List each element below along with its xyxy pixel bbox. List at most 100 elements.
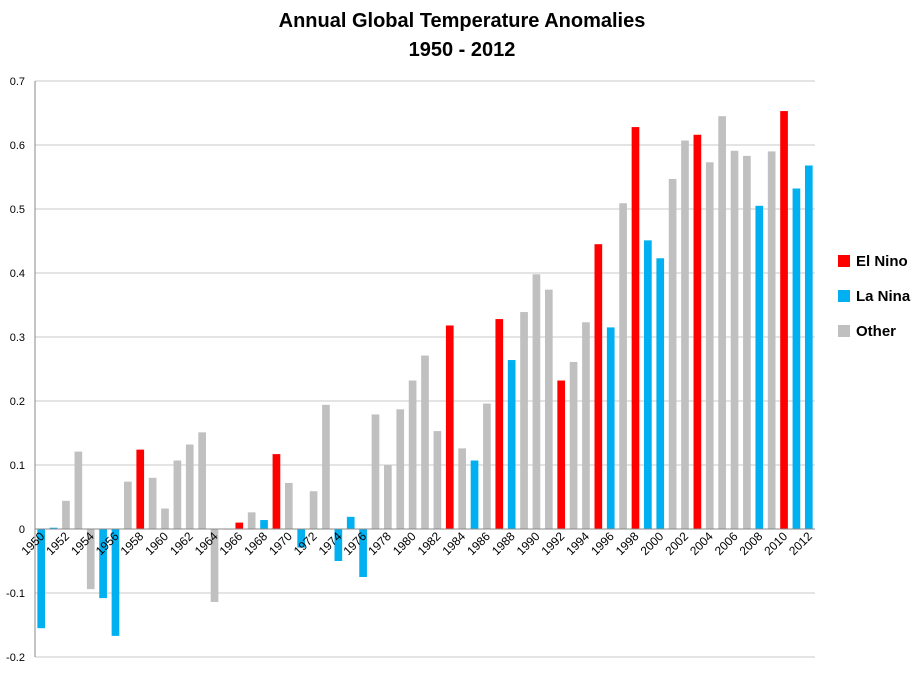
legend: El Nino La Nina Other: [838, 253, 911, 340]
bar-1952: [62, 500, 70, 529]
x-tick-label: 2012: [786, 529, 815, 558]
bar-1961: [173, 460, 182, 529]
bar-2009: [767, 151, 776, 529]
bar-1987: [495, 319, 504, 529]
bar-1950: [37, 529, 46, 629]
bar-2000: [656, 258, 665, 529]
bar-2004: [705, 162, 714, 529]
legend-label-other: Other: [856, 323, 896, 340]
bar-1994: [582, 322, 590, 529]
x-tick-label: 2000: [638, 529, 667, 558]
chart-title: Annual Global Temperature Anomalies: [279, 10, 646, 32]
x-tick-label: 1998: [613, 529, 642, 558]
x-tick-label: 1994: [563, 529, 592, 558]
bar-1981: [421, 355, 429, 529]
x-tick-label: 1984: [439, 529, 468, 558]
chart-subtitle: 1950 - 2012: [409, 39, 516, 61]
bar-1989: [520, 312, 528, 529]
bar-1976: [359, 529, 367, 577]
bar-1966: [235, 522, 244, 529]
x-tick-label: 2004: [687, 529, 716, 558]
x-tick-label: 1968: [241, 529, 270, 558]
x-tick-label: 1986: [464, 529, 493, 558]
bar-1992: [557, 380, 566, 529]
y-axis-tick-labels: -0.2 -0.1 0 0.1 0.2 0.3 0.4 0.5 0.6 0.7: [6, 76, 25, 664]
y-tick-label: 0.1: [10, 460, 25, 472]
bar-1972: [309, 491, 318, 529]
bar-1975: [346, 516, 355, 529]
bar-1990: [532, 274, 541, 529]
bar-1951: [49, 527, 58, 529]
legend-swatch-lanina: [838, 290, 850, 302]
x-tick-label: 1970: [266, 529, 295, 558]
bar-1955: [99, 529, 107, 599]
bar-2012: [804, 165, 813, 530]
bar-1971: [297, 529, 306, 548]
x-tick-label: 1962: [167, 529, 196, 558]
bar-1959: [148, 477, 157, 529]
bar-2007: [743, 155, 751, 529]
bar-2008: [755, 205, 764, 530]
bar-2003: [693, 134, 702, 529]
bar-1963: [198, 432, 206, 529]
bar-1983: [445, 325, 454, 529]
bar-1974: [334, 529, 343, 561]
y-tick-label: 0.7: [10, 76, 25, 88]
bar-1969: [272, 454, 281, 529]
y-tick-label: 0.6: [10, 140, 25, 152]
x-tick-label: 2008: [737, 529, 766, 558]
y-tick-label: 0.2: [10, 396, 25, 408]
bar-1977: [371, 414, 380, 529]
x-tick-label: 1992: [539, 529, 568, 558]
bar-1953: [74, 451, 83, 529]
bar-1956: [111, 529, 120, 636]
bar-1954: [86, 529, 95, 590]
bar-2010: [780, 111, 788, 529]
y-tick-label: 0.3: [10, 332, 25, 344]
y-tick-label: -0.1: [6, 588, 25, 600]
bar-1960: [161, 508, 169, 529]
bar-1999: [644, 240, 652, 530]
x-tick-label: 1952: [43, 529, 72, 558]
bar-1964: [210, 529, 219, 602]
x-tick-label: 1990: [514, 529, 543, 558]
bar-1996: [606, 327, 615, 529]
bar-2006: [730, 150, 739, 529]
x-tick-label: 2006: [712, 529, 741, 558]
legend-label-lanina: La Nina: [856, 288, 911, 305]
x-tick-label: 2002: [662, 529, 691, 558]
bar-1993: [569, 361, 578, 529]
bar-2011: [792, 188, 801, 529]
x-tick-label: 1966: [217, 529, 246, 558]
x-tick-label: 1996: [588, 529, 617, 558]
x-axis-tick-labels: 1950195219541956195819601962196419661968…: [19, 529, 816, 558]
y-tick-label: 0: [19, 524, 25, 536]
x-tick-label: 2010: [761, 529, 790, 558]
x-tick-label: 1988: [489, 529, 518, 558]
bar-1986: [483, 403, 491, 529]
legend-swatch-other: [838, 325, 850, 337]
y-tick-label: -0.2: [6, 652, 25, 664]
bar-1973: [322, 404, 330, 529]
bar-1998: [631, 127, 640, 529]
bar-1988: [507, 360, 516, 529]
bar-1970: [284, 482, 293, 529]
bar-2001: [668, 178, 677, 530]
bar-1982: [433, 431, 442, 529]
bars: [37, 111, 813, 636]
axes: [34, 81, 815, 657]
x-tick-label: 1980: [390, 529, 419, 558]
bar-1991: [544, 289, 553, 529]
x-tick-label: 1978: [365, 529, 394, 558]
bar-1984: [458, 448, 466, 529]
bar-2005: [718, 116, 726, 529]
y-tick-label: 0.5: [10, 204, 25, 216]
bar-1958: [136, 449, 145, 529]
bar-1978: [384, 465, 392, 529]
bar-1967: [247, 512, 256, 529]
x-tick-label: 1972: [291, 529, 320, 558]
bar-1962: [185, 444, 194, 529]
y-tick-label: 0.4: [10, 268, 25, 280]
bar-1968: [260, 520, 268, 529]
